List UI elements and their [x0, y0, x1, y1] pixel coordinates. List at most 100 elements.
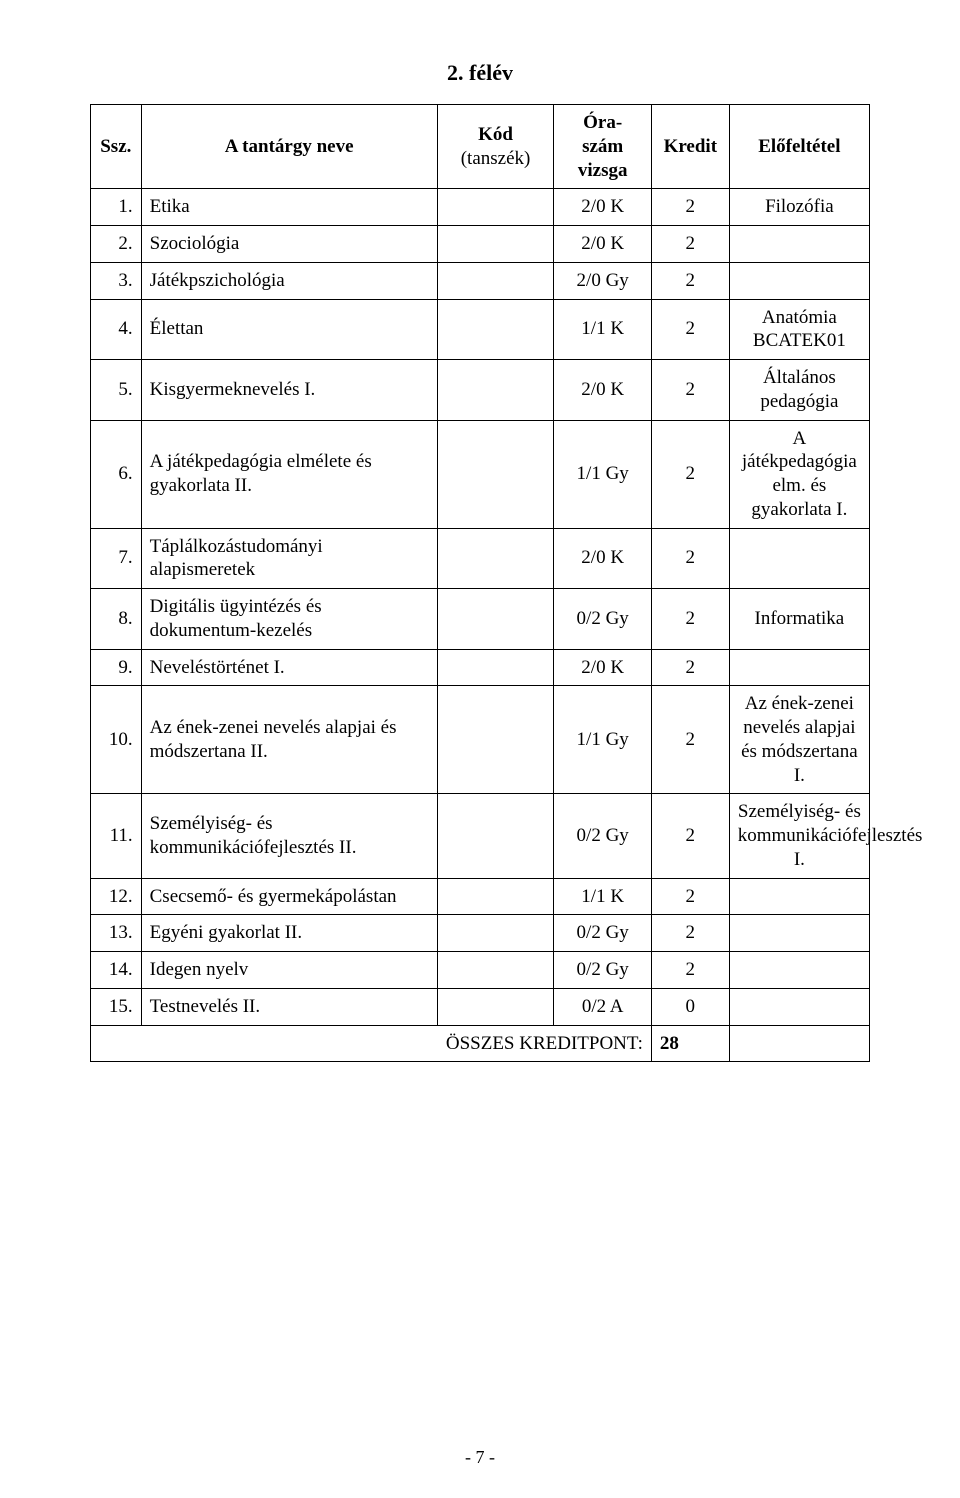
table-row: 15.Testnevelés II.0/2 A0 — [91, 988, 870, 1025]
header-ora-line1: Óra- — [583, 112, 622, 133]
total-value: 28 — [651, 1025, 729, 1062]
row-name: Az ének-zenei nevelés alapjai és módszer… — [141, 686, 437, 794]
row-number: 1. — [91, 189, 142, 226]
row-number: 8. — [91, 589, 142, 650]
row-number: 7. — [91, 528, 142, 589]
row-name: Élettan — [141, 299, 437, 360]
page-title: 2. félév — [90, 60, 870, 86]
table-body: 1.Etika2/0 K2Filozófia2.Szociológia2/0 K… — [91, 189, 870, 1025]
total-label: ÖSSZES KREDITPONT: — [91, 1025, 652, 1062]
row-name: Személyiség- és kommunikációfejlesztés I… — [141, 794, 437, 878]
row-kod — [437, 262, 554, 299]
row-ora: 0/2 Gy — [554, 794, 651, 878]
row-elo — [729, 262, 869, 299]
header-elo: Előfeltétel — [729, 105, 869, 189]
row-elo — [729, 915, 869, 952]
row-name: Játékpszichológia — [141, 262, 437, 299]
row-elo: Filozófia — [729, 189, 869, 226]
row-kod — [437, 915, 554, 952]
row-kod — [437, 686, 554, 794]
row-number: 10. — [91, 686, 142, 794]
row-kredit: 2 — [651, 878, 729, 915]
row-elo: Informatika — [729, 589, 869, 650]
row-ora: 2/0 K — [554, 226, 651, 263]
row-ora: 0/2 Gy — [554, 915, 651, 952]
row-kredit: 2 — [651, 649, 729, 686]
row-number: 9. — [91, 649, 142, 686]
row-kredit: 0 — [651, 988, 729, 1025]
table-row: 2.Szociológia 2/0 K2 — [91, 226, 870, 263]
row-elo — [729, 988, 869, 1025]
row-elo: A játékpedagógia elm. és gyakorlata I. — [729, 420, 869, 528]
row-number: 13. — [91, 915, 142, 952]
row-name: Etika — [141, 189, 437, 226]
row-name: Idegen nyelv — [141, 952, 437, 989]
row-kod — [437, 360, 554, 421]
table-row: 11.Személyiség- és kommunikációfejleszté… — [91, 794, 870, 878]
row-elo — [729, 878, 869, 915]
curriculum-table: Ssz. A tantárgy neve Kód (tanszék) Óra- … — [90, 104, 870, 1062]
row-number: 12. — [91, 878, 142, 915]
row-kredit: 2 — [651, 528, 729, 589]
row-elo: Az ének-zenei nevelés alapjai és módszer… — [729, 686, 869, 794]
table-row: 3.Játékpszichológia2/0 Gy2 — [91, 262, 870, 299]
row-kod — [437, 952, 554, 989]
header-ssz: Ssz. — [91, 105, 142, 189]
row-ora: 0/2 A — [554, 988, 651, 1025]
row-kredit: 2 — [651, 686, 729, 794]
row-kredit: 2 — [651, 360, 729, 421]
row-number: 2. — [91, 226, 142, 263]
row-name: Kisgyermeknevelés I. — [141, 360, 437, 421]
table-row: 9.Neveléstörténet I. 2/0 K2 — [91, 649, 870, 686]
total-empty — [729, 1025, 869, 1062]
row-elo — [729, 226, 869, 263]
header-kod-line2: (tanszék) — [461, 148, 531, 169]
row-kod — [437, 420, 554, 528]
row-elo: Általános pedagógia — [729, 360, 869, 421]
row-ora: 1/1 K — [554, 878, 651, 915]
row-kod — [437, 988, 554, 1025]
row-name: A játékpedagógia elmélete és gyakorlata … — [141, 420, 437, 528]
table-row: 13.Egyéni gyakorlat II. 0/2 Gy2 — [91, 915, 870, 952]
row-number: 3. — [91, 262, 142, 299]
row-kod — [437, 794, 554, 878]
row-elo: Személyiség- és kommunikációfejlesztés I… — [729, 794, 869, 878]
row-name: Egyéni gyakorlat II. — [141, 915, 437, 952]
row-kod — [437, 528, 554, 589]
row-kredit: 2 — [651, 262, 729, 299]
row-name: Szociológia — [141, 226, 437, 263]
row-number: 15. — [91, 988, 142, 1025]
header-ora-line2: szám — [582, 136, 623, 157]
row-ora: 2/0 K — [554, 189, 651, 226]
row-kod — [437, 878, 554, 915]
total-row: ÖSSZES KREDITPONT: 28 — [91, 1025, 870, 1062]
row-elo — [729, 952, 869, 989]
row-kredit: 2 — [651, 226, 729, 263]
row-kod — [437, 189, 554, 226]
header-name: A tantárgy neve — [141, 105, 437, 189]
row-name: Táplálkozástudományi alapismeretek — [141, 528, 437, 589]
row-name: Neveléstörténet I. — [141, 649, 437, 686]
row-kod — [437, 226, 554, 263]
table-header: Ssz. A tantárgy neve Kód (tanszék) Óra- … — [91, 105, 870, 189]
row-kredit: 2 — [651, 589, 729, 650]
table-row: 6.A játékpedagógia elmélete és gyakorlat… — [91, 420, 870, 528]
table-row: 1.Etika2/0 K2Filozófia — [91, 189, 870, 226]
row-ora: 1/1 K — [554, 299, 651, 360]
row-elo — [729, 649, 869, 686]
row-ora: 1/1 Gy — [554, 686, 651, 794]
row-kredit: 2 — [651, 915, 729, 952]
row-kredit: 2 — [651, 794, 729, 878]
row-ora: 2/0 K — [554, 528, 651, 589]
row-kod — [437, 589, 554, 650]
row-kredit: 2 — [651, 952, 729, 989]
row-ora: 2/0 K — [554, 649, 651, 686]
table-row: 4.Élettan1/1 K2Anatómia BCATEK01 — [91, 299, 870, 360]
header-kredit: Kredit — [651, 105, 729, 189]
header-ora-line3: vizsga — [578, 160, 628, 181]
header-row: Ssz. A tantárgy neve Kód (tanszék) Óra- … — [91, 105, 870, 189]
row-elo — [729, 528, 869, 589]
row-number: 14. — [91, 952, 142, 989]
row-number: 6. — [91, 420, 142, 528]
table-row: 8.Digitális ügyintézés és dokumentum-kez… — [91, 589, 870, 650]
